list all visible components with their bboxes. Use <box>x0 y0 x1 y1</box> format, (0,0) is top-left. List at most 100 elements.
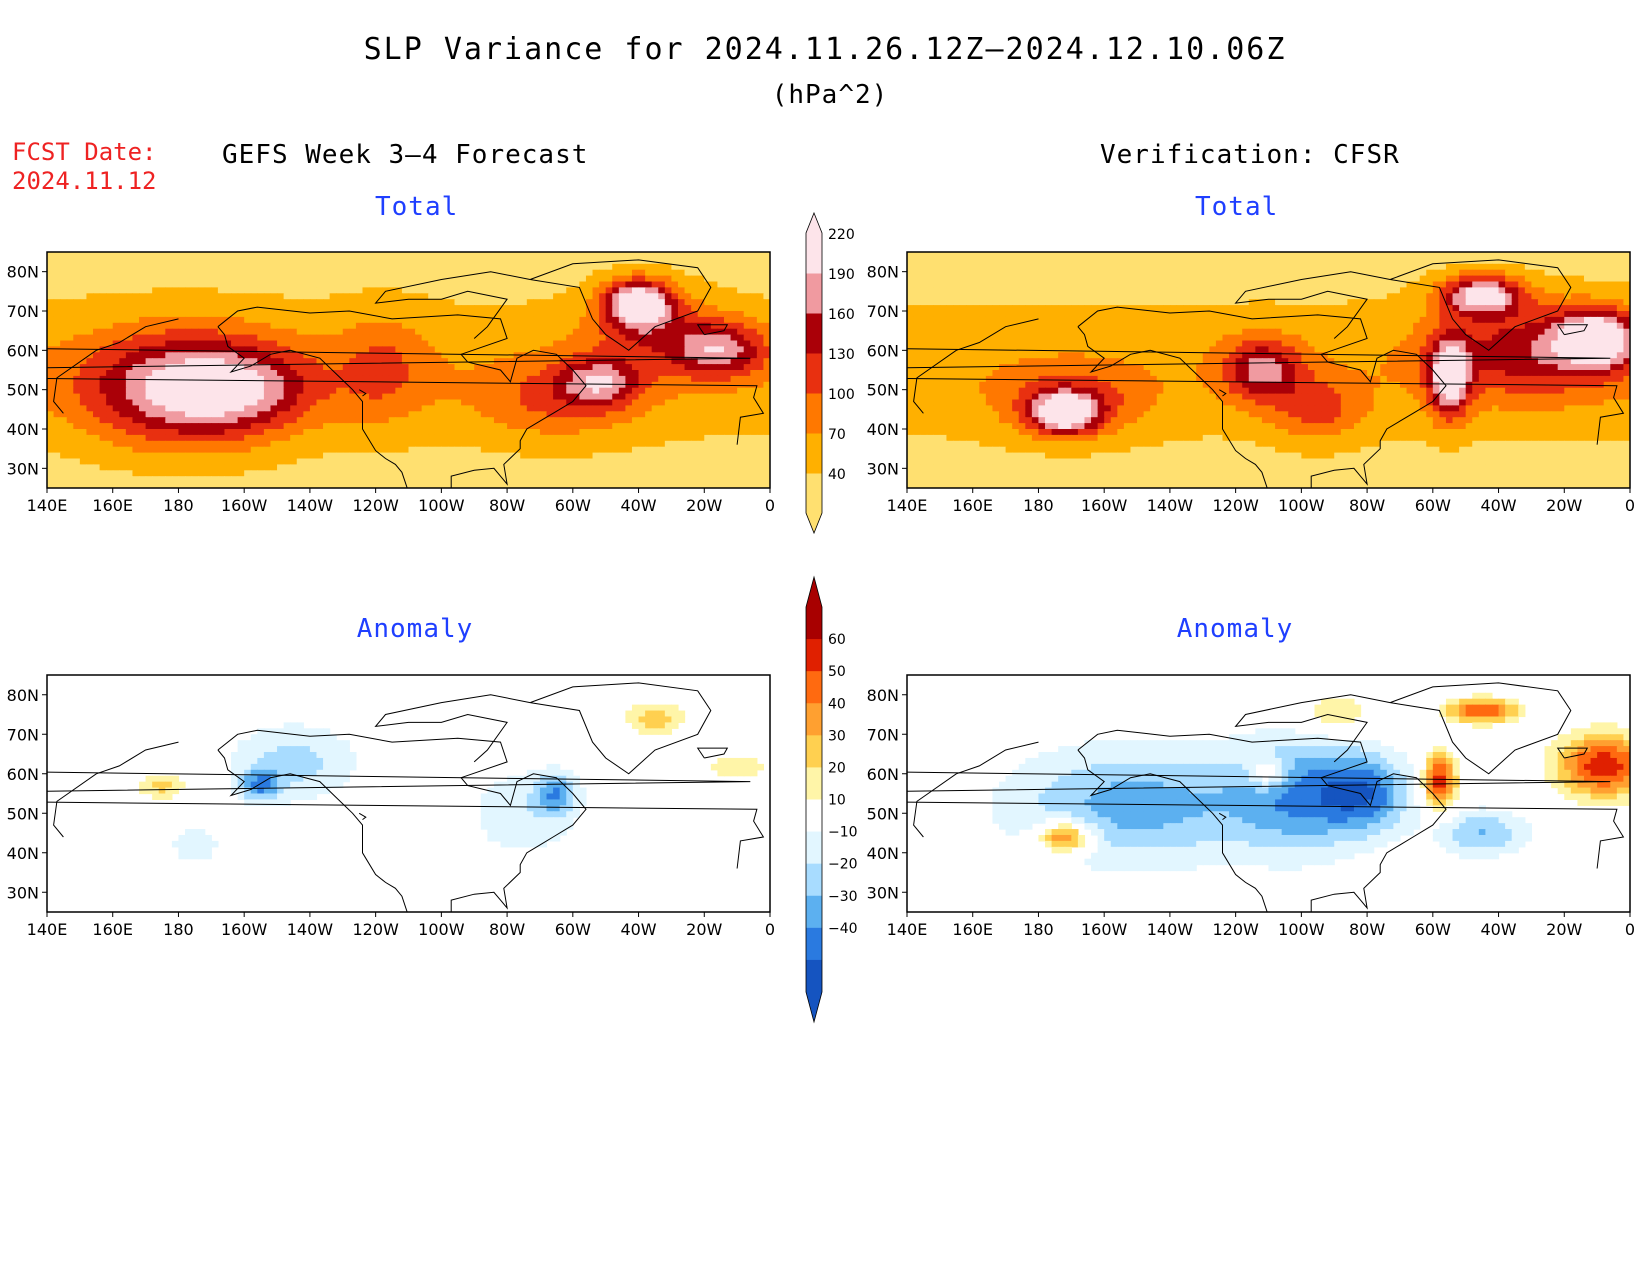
lat-tick-label: 40N <box>867 844 899 863</box>
colorbar-anomaly: 60 50 40 30 20 10 −10 −20 −30 −40 <box>805 575 858 1024</box>
map-panel-0: 140E 160E 180 160W 140W 120W 100W 80W 60W 40W 20W 0… <box>7 251 775 515</box>
lon-tick-label: 80W <box>1349 496 1385 515</box>
lon-tick-label: 180 <box>163 920 194 939</box>
lat-tick-label: 60N <box>867 765 899 784</box>
lon-tick-label: 160W <box>221 496 268 515</box>
lon-tick-label: 60W <box>555 920 591 939</box>
lat-tick-label: 60N <box>7 341 39 360</box>
lon-tick-label: 160W <box>221 920 268 939</box>
coastline <box>1234 694 1391 763</box>
panel-title-forecast-anomaly: Anomaly <box>356 614 474 644</box>
colorbar-anomaly-label: 10 <box>828 793 846 809</box>
lon-tick-label: 160E <box>952 920 993 939</box>
colorbar-anomaly-label: −30 <box>828 889 858 905</box>
lat-tick-label: 70N <box>7 302 39 321</box>
map-panel-2: 140E 160E 180 160W 140W 120W 100W 80W 60W 40W 20W 0… <box>7 674 775 939</box>
lon-tick-label: 160W <box>1081 496 1128 515</box>
map-panel-3: 140E 160E 180 160W 140W 120W 100W 80W 60W 40W 20W 0… <box>867 674 1635 939</box>
lon-tick-label: 140W <box>1147 920 1194 939</box>
map-frame <box>906 674 1631 913</box>
lon-tick-label: 0 <box>1625 496 1635 515</box>
lat-tick-label: 30N <box>867 883 899 902</box>
lon-tick-label: 20W <box>686 920 722 939</box>
lon-tick-label: 40W <box>1480 920 1516 939</box>
colorbar-total: 220 190 160 130 100 70 40 <box>805 211 855 535</box>
shaded-field <box>907 252 1630 488</box>
panel-title-forecast-total: Total <box>375 192 459 222</box>
colorbar-total-label: 160 <box>828 307 855 323</box>
lat-tick-label: 80N <box>7 263 39 282</box>
coastline <box>53 318 179 414</box>
coastline <box>1389 259 1572 351</box>
coastline <box>907 771 1625 869</box>
coastline <box>913 318 1039 414</box>
map-frame <box>46 674 771 913</box>
coastline <box>1077 729 1447 912</box>
lat-tick-label: 50N <box>867 804 899 823</box>
lon-tick-label: 60W <box>1415 496 1451 515</box>
map-frame <box>906 251 1631 489</box>
lon-tick-label: 140E <box>887 920 928 939</box>
lon-tick-label: 120W <box>1212 920 1259 939</box>
lat-tick-label: 30N <box>7 459 39 478</box>
coastline <box>529 259 712 351</box>
shaded-field <box>47 252 770 488</box>
coastline <box>53 741 179 838</box>
lat-tick-label: 50N <box>7 381 39 400</box>
lat-tick-label: 60N <box>7 765 39 784</box>
colorbar-anomaly-label: −40 <box>828 921 858 937</box>
colorbar-total-label: 70 <box>828 427 846 443</box>
coastline <box>47 348 765 445</box>
lat-tick-label: 40N <box>7 844 39 863</box>
lon-tick-label: 0 <box>765 920 775 939</box>
shaded-field <box>47 675 770 912</box>
lat-tick-label: 40N <box>7 420 39 439</box>
lon-tick-label: 0 <box>1625 920 1635 939</box>
lat-tick-label: 30N <box>867 459 899 478</box>
lon-tick-label: 120W <box>1212 496 1259 515</box>
colorbar-total-label: 190 <box>828 267 855 283</box>
lon-tick-label: 20W <box>1546 920 1582 939</box>
lon-tick-label: 120W <box>352 920 399 939</box>
lon-tick-label: 100W <box>418 496 465 515</box>
figure-title: SLP Variance for 2024.11.26.12Z–2024.12.… <box>363 32 1287 67</box>
lon-tick-label: 140W <box>287 496 334 515</box>
lon-tick-label: 100W <box>418 920 465 939</box>
lon-tick-label: 80W <box>489 496 525 515</box>
right-column-title: Verification: CFSR <box>1100 140 1400 170</box>
lon-tick-label: 140W <box>1147 496 1194 515</box>
coastline <box>1218 812 1227 821</box>
lat-tick-label: 30N <box>7 883 39 902</box>
lon-tick-label: 100W <box>1278 496 1325 515</box>
coastline <box>374 694 531 763</box>
coastline <box>358 389 367 397</box>
colorbar-total-label: 100 <box>828 387 855 403</box>
lat-tick-label: 50N <box>7 804 39 823</box>
colorbar-anomaly-label: 30 <box>828 728 846 744</box>
colorbar-anomaly-label: 50 <box>828 664 846 680</box>
lat-tick-label: 70N <box>867 302 899 321</box>
lon-tick-label: 20W <box>1546 496 1582 515</box>
lon-tick-label: 140E <box>887 496 928 515</box>
coastline <box>1077 306 1447 488</box>
colorbar-anomaly-label: 40 <box>828 696 846 712</box>
lon-tick-label: 160E <box>952 496 993 515</box>
lon-tick-label: 160E <box>92 496 133 515</box>
lon-tick-label: 180 <box>163 496 194 515</box>
coastline <box>696 324 729 336</box>
lon-tick-label: 40W <box>620 920 656 939</box>
colorbar-total-label: 220 <box>828 227 855 243</box>
lon-tick-label: 180 <box>1023 920 1054 939</box>
lat-tick-label: 80N <box>867 686 899 705</box>
lat-tick-label: 70N <box>7 725 39 744</box>
lon-tick-label: 60W <box>1415 920 1451 939</box>
lat-tick-label: 40N <box>867 420 899 439</box>
lat-tick-label: 70N <box>867 725 899 744</box>
lon-tick-label: 160W <box>1081 920 1128 939</box>
colorbar-anomaly-label: −20 <box>828 857 858 873</box>
lon-tick-label: 20W <box>686 496 722 515</box>
left-column-title: GEFS Week 3–4 Forecast <box>222 140 589 170</box>
coastline <box>529 682 712 775</box>
shaded-field <box>907 675 1630 912</box>
